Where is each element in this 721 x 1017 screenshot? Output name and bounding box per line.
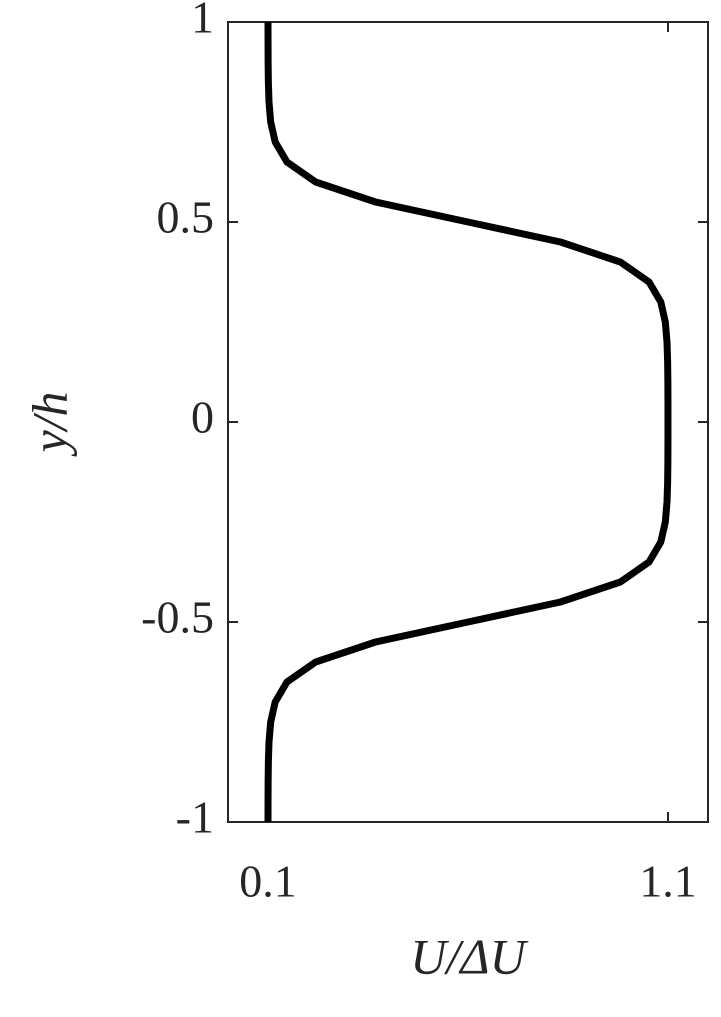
x-tick-label: 1.1 [639,856,697,907]
x-axis-label: U/ΔU [410,928,528,984]
y-axis-label: y/h [21,391,77,457]
line-series [264,21,672,823]
axes-box [227,21,709,823]
y-tick-label: -0.5 [141,592,214,643]
y-tick-label: 0 [191,392,214,443]
y-tick-label: 1 [191,0,214,43]
x-tick-label: 0.1 [239,856,297,907]
y-tick-label: 0.5 [157,192,215,243]
y-tick-label: -1 [176,792,214,843]
